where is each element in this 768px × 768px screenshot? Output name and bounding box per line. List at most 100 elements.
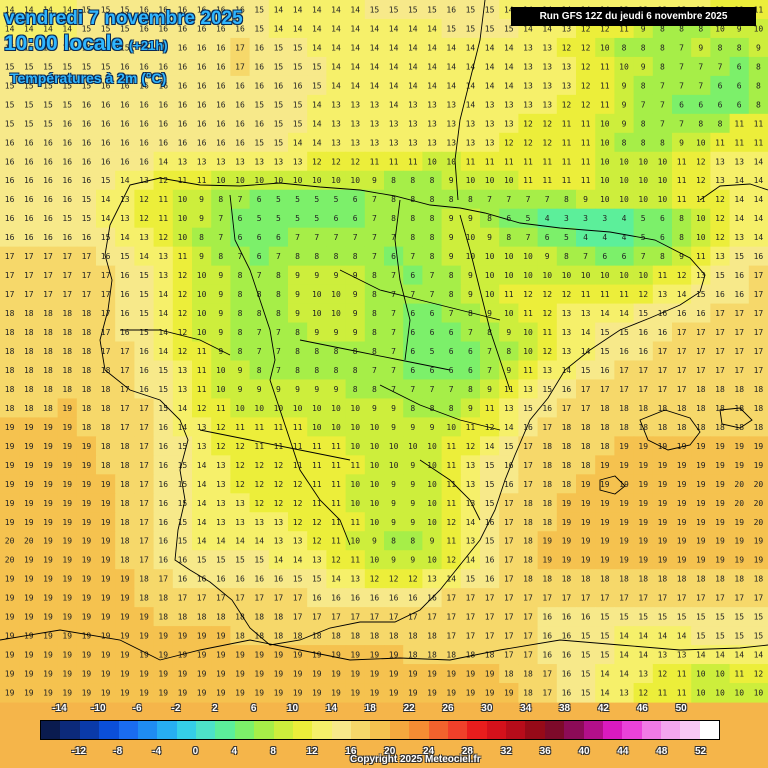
temperature-value: 19: [485, 689, 495, 698]
temperature-value: 6: [698, 100, 703, 109]
temperature-value: 7: [545, 195, 550, 204]
temperature-value: 10: [331, 176, 341, 185]
temperature-value: 19: [638, 518, 648, 527]
temperature-value: 14: [331, 62, 341, 71]
temperature-cell: [288, 322, 308, 343]
legend-label-top: 22: [403, 703, 415, 714]
temperature-value: 6: [622, 252, 627, 261]
temperature-value: 18: [5, 309, 15, 318]
temperature-cell: [403, 417, 423, 437]
temperature-cell: [134, 303, 155, 324]
temperature-cell: [614, 588, 635, 608]
temperature-cell: [595, 284, 615, 305]
temperature-value: 19: [466, 670, 476, 679]
temperature-value: 16: [197, 24, 207, 33]
temperature-value: 11: [254, 442, 264, 451]
temperature-value: 11: [523, 309, 533, 318]
temperature-value: 8: [372, 290, 377, 299]
temperature-cell: [57, 379, 78, 400]
temperature-value: 10: [619, 62, 629, 71]
temperature-cell: [96, 474, 116, 494]
temperature-cell: [364, 170, 385, 191]
temperature-cell: [748, 208, 768, 229]
temperature-cell: [19, 645, 39, 665]
temperature-cell: [729, 94, 750, 115]
temperature-value: 16: [562, 670, 572, 679]
temperature-value: 5: [526, 214, 531, 223]
temperature-value: 19: [254, 689, 264, 698]
temperature-value: 19: [43, 575, 53, 584]
temperature-value: 15: [120, 252, 130, 261]
temperature-cell: [691, 322, 711, 343]
temperature-value: 17: [62, 252, 72, 261]
temperature-cell: [76, 265, 97, 286]
temperature-cell: [172, 246, 193, 267]
temperature-value: 17: [139, 556, 149, 565]
temperature-cell: [268, 398, 289, 418]
temperature-value: 10: [542, 271, 552, 280]
temperature-cell: [537, 341, 558, 362]
temperature-value: 18: [408, 632, 418, 641]
temperature-cell: [230, 569, 251, 589]
temperature-value: 12: [254, 480, 264, 489]
temperature-value: 12: [293, 480, 303, 489]
temperature-cell: [326, 417, 347, 437]
temperature-cell: [729, 569, 750, 589]
temperature-cell: [268, 493, 289, 513]
temperature-value: 8: [468, 195, 473, 204]
temperature-value: 9: [295, 309, 300, 318]
temperature-value: 17: [101, 347, 111, 356]
temperature-value: 16: [158, 480, 168, 489]
temperature-cell: [614, 170, 635, 191]
temperature-value: 17: [120, 423, 130, 432]
temperature-value: 19: [82, 651, 92, 660]
temperature-cell: [672, 170, 692, 191]
temperature-cell: [518, 132, 539, 153]
temperature-cell: [326, 607, 347, 627]
temperature-cell: [230, 0, 251, 20]
temperature-value: 19: [274, 689, 284, 698]
temperature-value: 14: [350, 43, 360, 52]
temperature-value: 7: [487, 195, 492, 204]
temperature-cell: [729, 493, 750, 513]
temperature-value: 16: [216, 119, 226, 128]
temperature-cell: [403, 474, 423, 494]
temperature-cell: [480, 284, 500, 305]
temperature-value: 15: [600, 328, 610, 337]
temperature-value: 17: [523, 442, 533, 451]
temperature-cell: [345, 113, 366, 134]
temperature-value: 10: [696, 214, 706, 223]
temperature-cell: [556, 379, 577, 400]
temperature-value: 11: [331, 499, 341, 508]
temperature-value: 17: [139, 423, 149, 432]
temperature-value: 17: [82, 290, 92, 299]
temperature-value: 10: [466, 176, 476, 185]
temperature-value: 10: [696, 233, 706, 242]
temperature-value: 17: [293, 594, 303, 603]
temperature-value: 11: [600, 81, 610, 90]
temperature-value: 17: [466, 632, 476, 641]
temperature-value: 11: [504, 157, 514, 166]
temperature-cell: [403, 75, 423, 96]
temperature-value: 19: [754, 461, 764, 470]
temperature-value: 15: [696, 613, 706, 622]
temperature-value: 9: [218, 290, 223, 299]
temperature-value: 19: [427, 670, 437, 679]
temperature-value: 12: [254, 461, 264, 470]
temperature-value: 11: [216, 404, 226, 413]
temperature-cell: [19, 607, 39, 627]
temperature-cell: [422, 417, 443, 437]
temperature-cell: [19, 56, 39, 77]
temperature-value: 17: [523, 480, 533, 489]
temperature-cell: [441, 683, 462, 703]
temperature-value: 16: [216, 43, 226, 52]
temperature-cell: [19, 531, 39, 551]
temperature-value: 18: [82, 404, 92, 413]
temperature-cell: [748, 550, 768, 570]
temperature-cell: [211, 0, 231, 20]
temperature-value: 7: [506, 195, 511, 204]
temperature-cell: [518, 360, 539, 381]
temperature-value: 17: [619, 366, 629, 375]
temperature-value: 17: [446, 632, 456, 641]
temperature-value: 12: [715, 214, 725, 223]
